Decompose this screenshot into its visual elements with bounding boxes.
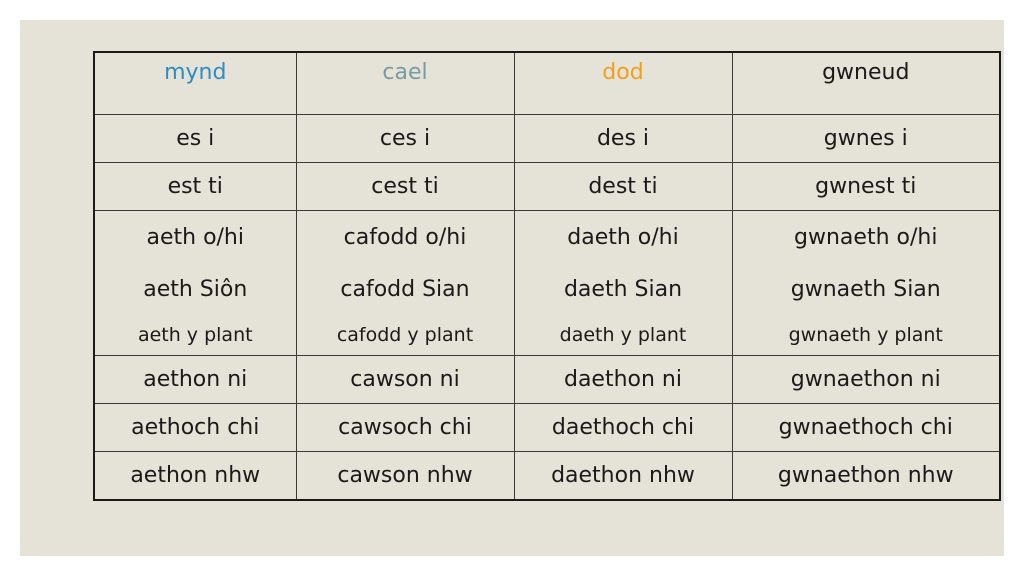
table-cell: aethoch chi xyxy=(93,403,297,452)
table-row: es i ces i des i gwnes i xyxy=(93,114,1001,163)
table-cell: aethon nhw xyxy=(93,451,297,501)
cell-line: cafodd y plant xyxy=(336,323,474,346)
verb-conjugation-table: mynd cael dod gwneud es i ces i des i gw… xyxy=(93,51,1001,501)
cell-line: gwnaeth y plant xyxy=(788,323,943,346)
table-cell: gwnaethon nhw xyxy=(731,451,1001,501)
table-cell: daethoch chi xyxy=(513,403,733,452)
table-cell: daethon ni xyxy=(513,355,733,404)
cell-line: daeth o/hi xyxy=(567,225,679,250)
table-cell: daethon nhw xyxy=(513,451,733,501)
cell-line: cafodd Sian xyxy=(340,277,470,302)
table-cell: cawson ni xyxy=(295,355,515,404)
cell-line: aeth y plant xyxy=(137,323,253,346)
cell-line: daeth y plant xyxy=(559,323,687,346)
table-cell: des i xyxy=(513,114,733,163)
table-cell: gwnest ti xyxy=(731,162,1001,211)
table-cell: gwnaeth o/hi gwnaeth Sian gwnaeth y plan… xyxy=(731,210,1001,356)
table-row: aethoch chi cawsoch chi daethoch chi gwn… xyxy=(93,403,1001,452)
table-cell: aethon ni xyxy=(93,355,297,404)
header-mynd: mynd xyxy=(93,51,297,115)
table-cell: daeth o/hi daeth Sian daeth y plant xyxy=(513,210,733,356)
table-cell: cawson nhw xyxy=(295,451,515,501)
table-cell: gwnaethoch chi xyxy=(731,403,1001,452)
table-cell: es i xyxy=(93,114,297,163)
cell-line: aeth Siôn xyxy=(143,277,248,302)
table-cell: cest ti xyxy=(295,162,515,211)
header-dod: dod xyxy=(513,51,733,115)
cell-line: daeth Sian xyxy=(563,277,683,302)
header-cael: cael xyxy=(295,51,515,115)
cell-line: aeth o/hi xyxy=(146,225,244,250)
cell-line: gwnaeth o/hi xyxy=(794,225,938,250)
table-cell: gwnaethon ni xyxy=(731,355,1001,404)
header-gwneud: gwneud xyxy=(731,51,1001,115)
table-row: aethon nhw cawson nhw daethon nhw gwnaet… xyxy=(93,451,1001,501)
table-cell: est ti xyxy=(93,162,297,211)
table-cell: cawsoch chi xyxy=(295,403,515,452)
table-cell: ces i xyxy=(295,114,515,163)
table-row: aethon ni cawson ni daethon ni gwnaethon… xyxy=(93,355,1001,404)
table-cell: gwnes i xyxy=(731,114,1001,163)
header-row: mynd cael dod gwneud xyxy=(93,51,1001,115)
table-cell: dest ti xyxy=(513,162,733,211)
cell-line: cafodd o/hi xyxy=(343,225,467,250)
table-cell: cafodd o/hi cafodd Sian cafodd y plant xyxy=(295,210,515,356)
table-cell: aeth o/hi aeth Siôn aeth y plant xyxy=(93,210,297,356)
cell-line: gwnaeth Sian xyxy=(790,277,941,302)
table-row-third-person: aeth o/hi aeth Siôn aeth y plant cafodd … xyxy=(93,210,1001,356)
table-row: est ti cest ti dest ti gwnest ti xyxy=(93,162,1001,211)
slide-background: mynd cael dod gwneud es i ces i des i gw… xyxy=(20,20,1004,556)
